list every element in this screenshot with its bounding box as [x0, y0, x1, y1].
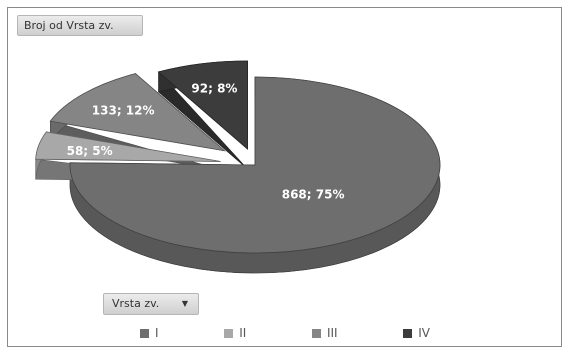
legend-label: I [155, 326, 159, 340]
data-label-iv: 92; 8% [191, 82, 237, 96]
axis-field-dropdown[interactable]: Vrsta zv. ▼ [103, 293, 199, 315]
legend-label: II [239, 326, 247, 340]
chart-legend: I II III IV [140, 323, 430, 343]
pie-slice-iv[interactable] [157, 60, 248, 150]
legend-swatch [140, 328, 149, 338]
legend-item-iii: III [311, 326, 338, 340]
pie-slice-ii[interactable] [35, 131, 221, 162]
legend-swatch [311, 328, 321, 338]
chevron-down-icon: ▼ [181, 299, 188, 308]
pie-slice-iii[interactable] [49, 73, 226, 152]
axis-field-label: Vrsta zv. [112, 297, 160, 310]
legend-swatch [403, 328, 413, 338]
legend-label: III [326, 326, 338, 340]
legend-label: IV [418, 326, 430, 340]
legend-item-iv: IV [403, 326, 430, 340]
pie-slice-i[interactable] [69, 76, 441, 254]
legend-item-i: I [140, 326, 159, 340]
data-label-iii: 133; 12% [92, 104, 155, 118]
data-label-i: 868; 75% [282, 187, 345, 201]
legend-swatch [224, 328, 234, 338]
data-label-ii: 58; 5% [67, 144, 113, 158]
data-field-button[interactable]: Broj od Vrsta zv. [17, 15, 143, 36]
legend-item-ii: II [224, 326, 246, 340]
